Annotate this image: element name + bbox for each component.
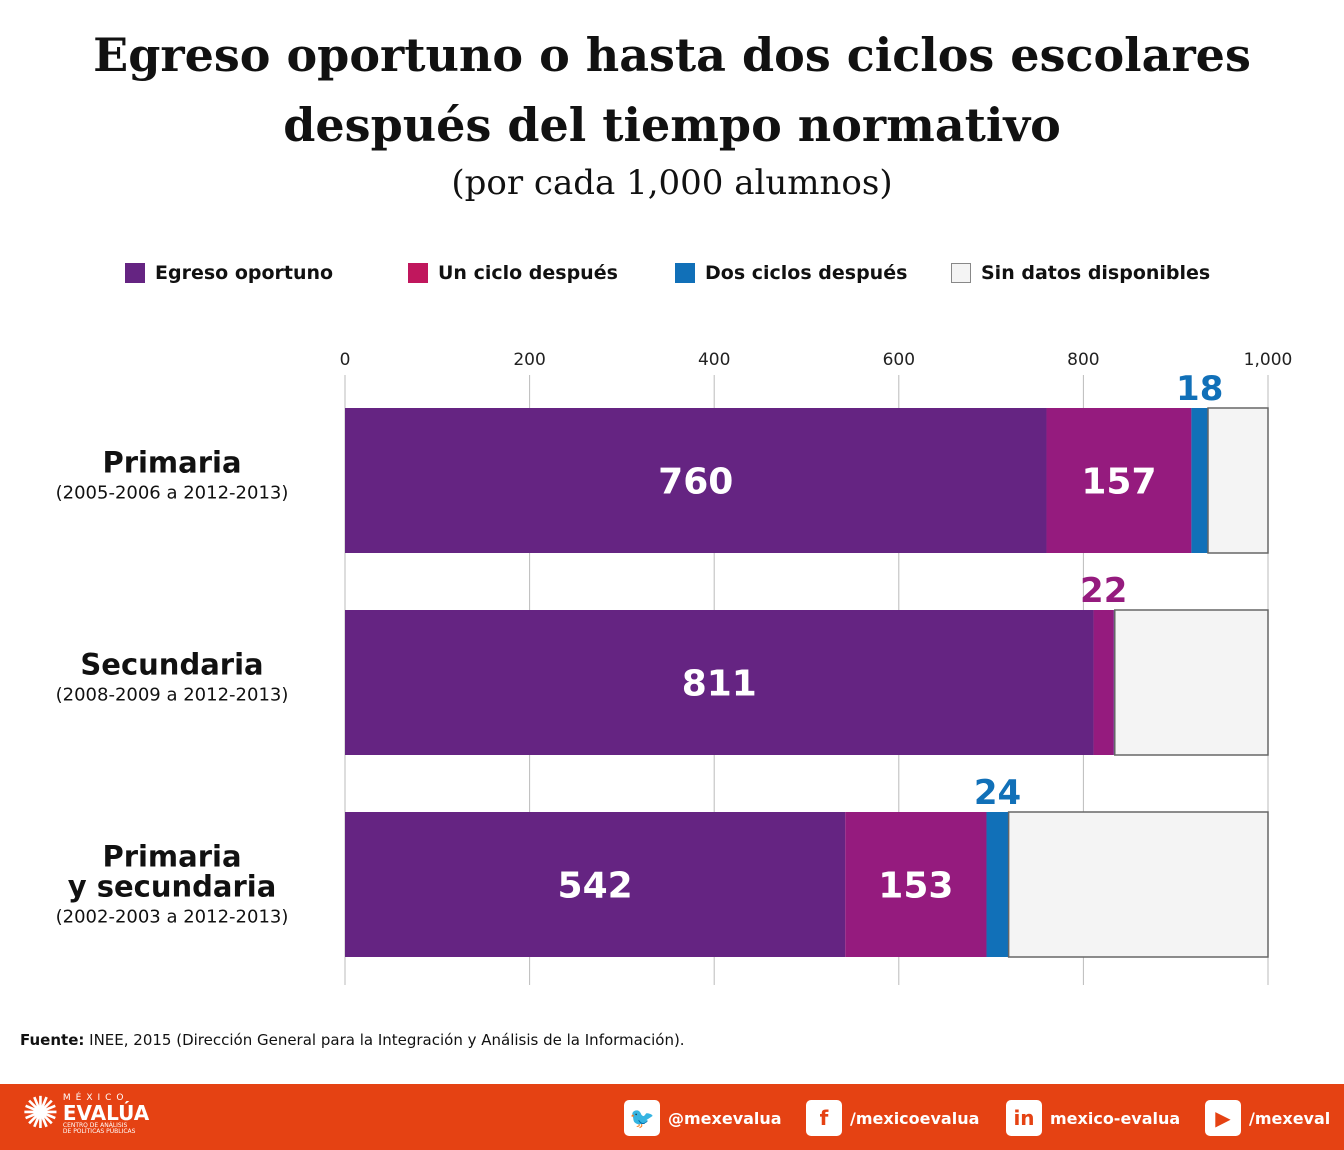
category-label: Secundaria [80, 648, 263, 682]
logo-main: EVALÚA [62, 1100, 150, 1125]
facebook-icon: f [806, 1100, 842, 1136]
bar-segment-2 [1093, 610, 1114, 755]
category-label: y secundaria [68, 870, 277, 904]
linkedin-icon: in [1006, 1100, 1042, 1136]
x-tick-label: 600 [883, 350, 915, 370]
mexico-evalua-logo: ✺ MÉXICO EVALÚA CENTRO DE ANÁLISIS DE PO… [22, 1092, 149, 1136]
social-handle: mexico-evalua [1050, 1108, 1181, 1128]
bar-segment-4 [1007, 811, 1269, 958]
stacked-bar-chart: 0 200 400 600 800 1,000 760 157 18 Primaria (2005-… [56, 350, 1293, 985]
data-label: 22 [1080, 571, 1127, 611]
twitter-icon: 🐦 [624, 1100, 660, 1136]
legend-label: Dos ciclos después [705, 262, 908, 284]
social-facebook[interactable]: f/mexicoevalua [806, 1100, 979, 1136]
social-handle: /mexeval [1249, 1108, 1331, 1128]
category-period: (2005-2006 a 2012-2013) [56, 483, 289, 504]
social-youtube[interactable]: ▶ /mexeval [1205, 1100, 1330, 1136]
legend-swatch [675, 263, 695, 283]
category-period: (2008-2009 a 2012-2013) [56, 685, 289, 706]
title-line-1: Egreso oportuno o hasta dos ciclos escol… [93, 28, 1251, 82]
logo-sub: DE POLÍTICAS PÚBLICAS [62, 1127, 136, 1135]
social-twitter[interactable]: 🐦 @mexevalua [624, 1100, 782, 1136]
youtube-icon: ▶ [1205, 1100, 1241, 1136]
bar-segment-3 [1191, 408, 1209, 553]
data-label: 157 [1081, 462, 1156, 503]
category-label: Primaria [102, 446, 241, 480]
logo-top: MÉXICO [62, 1092, 129, 1103]
data-label: 24 [974, 773, 1021, 813]
x-tick-label: 1,000 [1244, 350, 1293, 370]
legend-item-dos-ciclos: Dos ciclos después [675, 262, 951, 284]
legend-label: Sin datos disponibles [981, 262, 1211, 284]
data-label: 811 [682, 664, 757, 705]
bar-segment-3 [986, 812, 1009, 957]
x-tick-label: 800 [1067, 350, 1099, 370]
chart-title: Egreso oportuno o hasta dos ciclos escol… [0, 20, 1344, 160]
legend-label: Un ciclo después [438, 262, 618, 284]
logo-star-icon: ✺ [22, 1088, 59, 1139]
chart-subtitle: (por cada 1,000 alumnos) [451, 163, 893, 203]
legend-label: Egreso oportuno [155, 262, 334, 284]
source-label: Fuente: [20, 1031, 85, 1049]
legend: Egreso oportuno Un ciclo después Dos cic… [125, 262, 1210, 284]
bar-segment-1 [345, 408, 1047, 553]
x-tick-label: 0 [340, 350, 351, 370]
logo-sub: CENTRO DE ANÁLISIS [62, 1121, 128, 1129]
category-period: (2002-2003 a 2012-2013) [56, 907, 289, 928]
bar-segment-4 [1207, 407, 1269, 554]
bar-segment-1 [345, 812, 846, 957]
legend-swatch [125, 263, 145, 283]
bar-segment-2 [845, 812, 987, 957]
bar-segment-1 [345, 610, 1094, 755]
data-label: 153 [878, 866, 953, 907]
bar-segment-4 [1114, 609, 1269, 756]
legend-item-un-ciclo: Un ciclo después [408, 262, 675, 284]
source-note: Fuente: INEE, 2015 (Dirección General pa… [20, 1031, 685, 1049]
data-label: 542 [558, 866, 633, 907]
bar-segment-2 [1046, 408, 1192, 553]
data-label: 18 [1176, 369, 1223, 409]
social-linkedin[interactable]: in mexico-evalua [1006, 1100, 1180, 1136]
title-line-2: después del tiempo normativo [283, 98, 1061, 152]
social-handle: /mexicoevalua [850, 1108, 980, 1128]
legend-swatch [408, 263, 428, 283]
source-text: INEE, 2015 (Dirección General para la In… [84, 1031, 685, 1049]
legend-item-egreso: Egreso oportuno [125, 262, 408, 284]
footer-bar: ✺ MÉXICO EVALÚA CENTRO DE ANÁLISIS DE PO… [0, 1084, 1344, 1150]
x-tick-label: 200 [513, 350, 545, 370]
legend-item-sin-datos: Sin datos disponibles [951, 262, 1210, 284]
social-handle: @mexevalua [668, 1108, 782, 1128]
category-label: Primaria [102, 840, 241, 874]
x-tick-label: 400 [698, 350, 730, 370]
legend-swatch [951, 263, 971, 283]
data-label: 760 [658, 462, 733, 503]
